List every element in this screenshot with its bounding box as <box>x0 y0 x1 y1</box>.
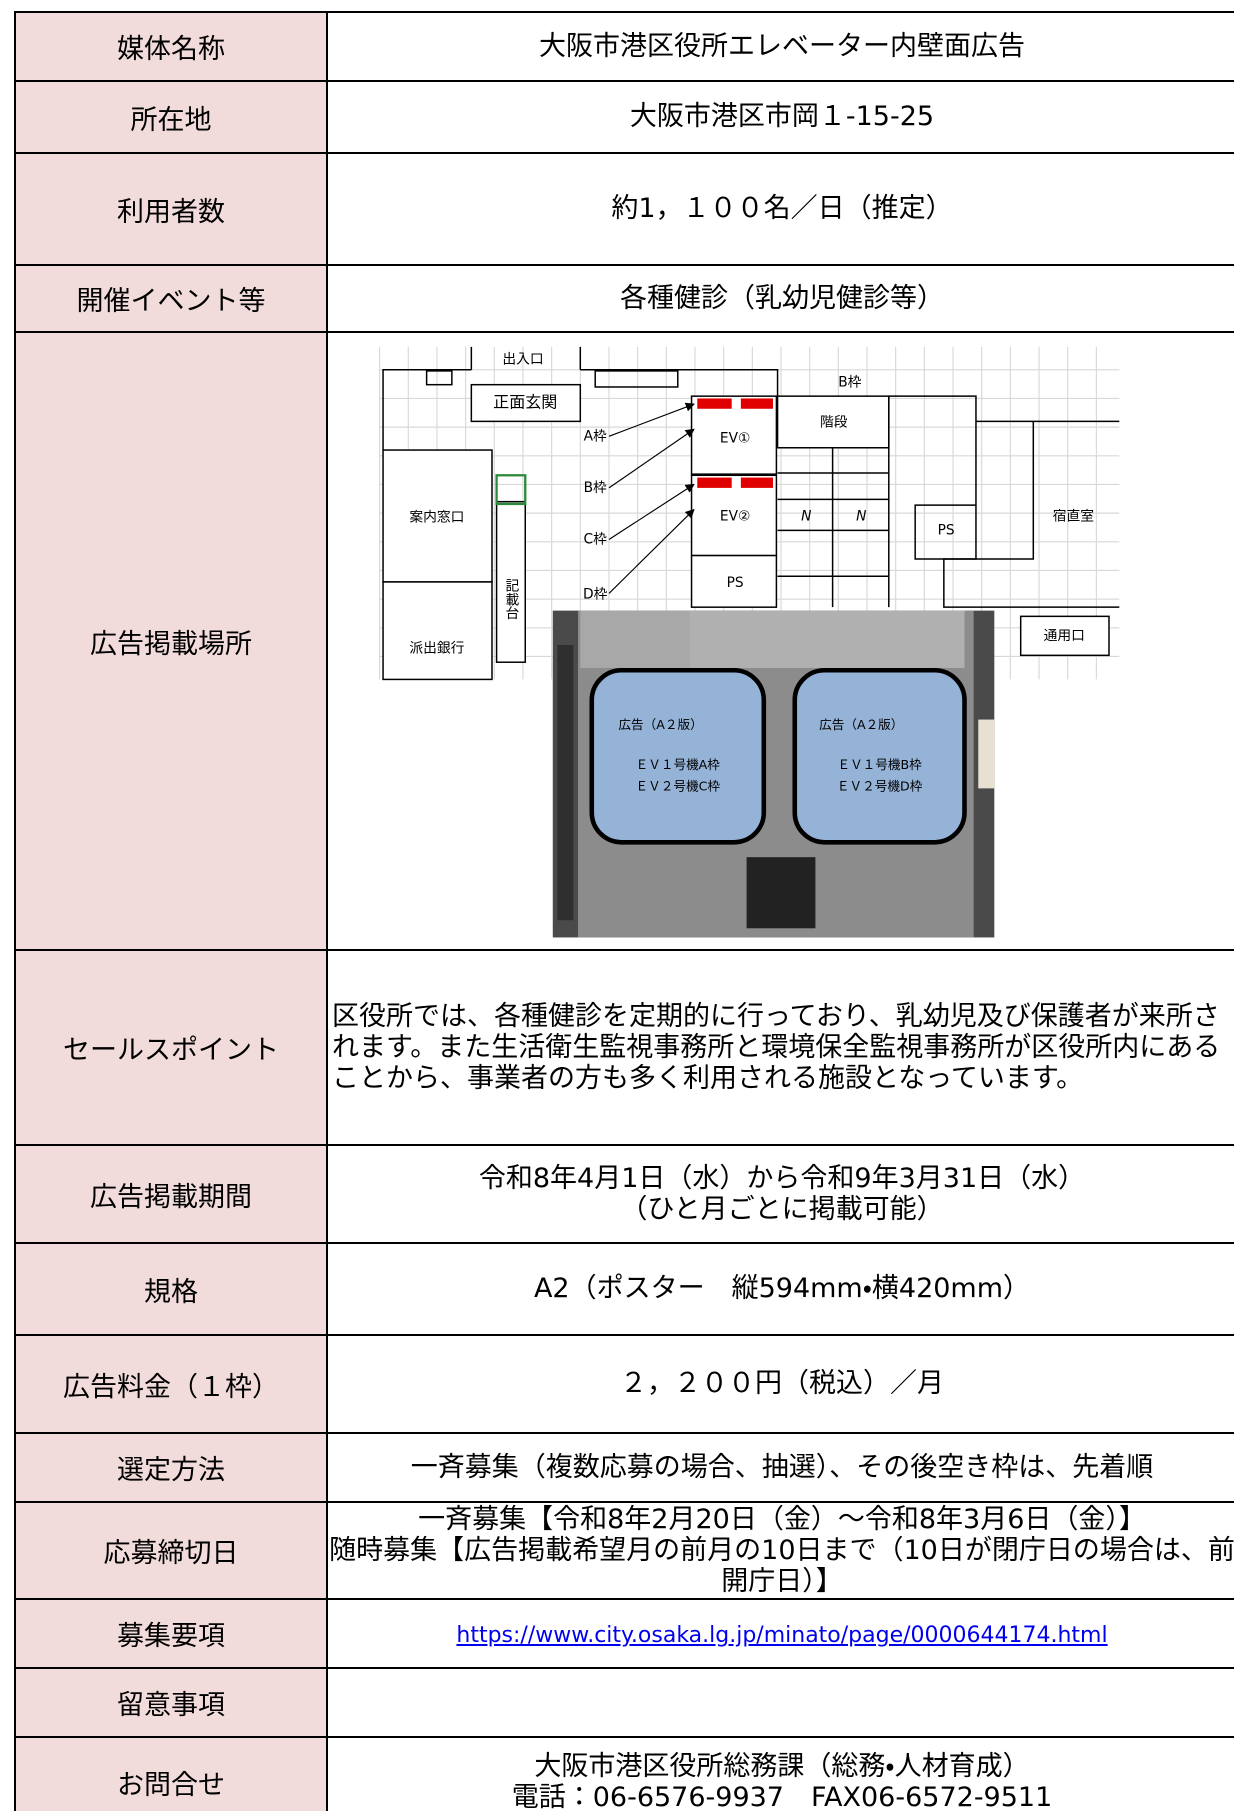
row-value: https://www.city.osaka.lg.jp/minato/page… <box>326 1598 1234 1669</box>
row-value: 一斉募集【令和8年2月20日（金）～令和8年3月6日（金）】 随時募集【広告掲載希… <box>326 1501 1234 1600</box>
poster-line: ＥＶ１号機A枠 <box>636 757 721 772</box>
row-value: 出入口 正面玄関 B枠 階段 A枠 EV① B枠 C枠 EV② N N PS P… <box>326 331 1234 951</box>
row-label: 広告掲載場所 <box>14 331 328 951</box>
info-table: 媒体名称 大阪市港区役所エレベーター内壁面広告所在地 大阪市港区市岡１-15-25 利… <box>14 11 1234 1811</box>
diagram-label: 宿直室 <box>1053 509 1094 525</box>
diagram-label: 通用口 <box>1044 628 1085 644</box>
diagram-label: 正面玄関 <box>493 393 557 412</box>
row-value: 大阪市港区市岡１-15-25 <box>326 80 1234 154</box>
row-value: ２，２００円（税込）／月 <box>326 1334 1234 1434</box>
value-text: A2（ポスター 縦594mm・横420mm） <box>533 1273 1031 1305</box>
poster-line: ＥＶ２号機D枠 <box>837 779 923 794</box>
poster-title: 広告（A２版） <box>819 717 903 732</box>
value-line: 電話：06-6576-9937 FAX06-6572-9511 <box>511 1782 1053 1811</box>
row-label: 留意事項 <box>14 1667 328 1738</box>
row-value: 大阪市港区役所エレベーター内壁面広告 <box>326 11 1234 82</box>
poster-line: ＥＶ２号機C枠 <box>636 779 721 794</box>
diagram-label: PS <box>727 575 744 591</box>
table-row: 応募締切日 一斉募集【令和8年2月20日（金）～令和8年3月6日（金）】 随時募集【… <box>14 1501 1234 1600</box>
diagram-label: B枠 <box>584 480 607 496</box>
row-label: 媒体名称 <box>14 11 328 82</box>
row-value <box>326 1667 1234 1738</box>
value-text: 大阪市港区役所エレベーター内壁面広告 <box>539 30 1025 62</box>
value-text: 大阪市港区市岡１-15-25 <box>629 101 935 133</box>
row-label: 規格 <box>14 1242 328 1336</box>
table-row: 募集要項 https://www.city.osaka.lg.jp/minato/… <box>14 1598 1234 1669</box>
diagram-label: C枠 <box>584 532 608 548</box>
table-row: 開催イベント等 各種健診（乳幼児健診等） <box>14 264 1234 333</box>
table-row: 規格 A2（ポスター 縦594mm・横420mm） <box>14 1242 1234 1336</box>
row-label: お問合せ <box>14 1736 328 1811</box>
table-row: お問合せ 大阪市港区役所総務課（総務・人材育成） 電話：06-6576-9937 F… <box>14 1736 1234 1811</box>
row-value: 約1，１００名／日（推定） <box>326 152 1234 266</box>
diagram-label: EV② <box>720 509 750 525</box>
value-line: （ひと月ごとに掲載可能） <box>620 1194 944 1225</box>
table-row: 広告掲載場所 出入口 正面玄関 B枠 階段 A枠 EV① B枠 C枠 EV② N… <box>14 331 1234 951</box>
table-row: 留意事項 <box>14 1667 1234 1738</box>
value-text: 区役所では、各種健診を定期的に行っており、乳幼児及び保護者が来所されます。また生… <box>332 1000 1221 1095</box>
row-value: 区役所では、各種健診を定期的に行っており、乳幼児及び保護者が来所されます。また生… <box>326 949 1234 1146</box>
row-label: セールスポイント <box>14 949 328 1146</box>
row-value: 大阪市港区役所総務課（総務・人材育成） 電話：06-6576-9937 FAX06… <box>326 1736 1234 1811</box>
diagram-label: B枠 <box>838 374 861 390</box>
row-label: 開催イベント等 <box>14 264 328 333</box>
diagram-label: PS <box>938 522 955 538</box>
table-row: 広告掲載期間 令和8年4月1日（水）から令和9年3月31日（水） （ひと月ごとに掲載… <box>14 1144 1234 1244</box>
table-row: 所在地 大阪市港区市岡１-15-25 <box>14 80 1234 154</box>
row-label: 所在地 <box>14 80 328 154</box>
table-row: 媒体名称 大阪市港区役所エレベーター内壁面広告 <box>14 11 1234 82</box>
value-text: 一斉募集（複数応募の場合、抽選）、その後空き枠は、先着順 <box>410 1451 1154 1483</box>
walls <box>382 346 1120 681</box>
elevator-photo: 広告（A２版） ＥＶ１号機A枠 ＥＶ２号機C枠 広告（A２版） ＥＶ１号機B枠 … <box>552 610 995 938</box>
row-value: A2（ポスター 縦594mm・横420mm） <box>326 1242 1234 1336</box>
row-label: 広告料金（１枠） <box>14 1334 328 1434</box>
diagram-label: 階段 <box>820 415 848 431</box>
row-label: 選定方法 <box>14 1432 328 1503</box>
value-text: ２，２００円（税込）／月 <box>620 1368 944 1400</box>
row-label: 募集要項 <box>14 1598 328 1669</box>
diagram-label: 派出銀行 <box>409 640 464 656</box>
value-line: 一斉募集【令和8年2月20日（金）～令和8年3月6日（金）】 <box>418 1503 1146 1535</box>
row-value: 各種健診（乳幼児健診等） <box>326 264 1234 333</box>
link[interactable]: https://www.city.osaka.lg.jp/minato/page… <box>456 1622 1108 1648</box>
diagram-label: 記載台 <box>502 578 519 620</box>
table-row: 選定方法 一斉募集（複数応募の場合、抽選）、その後空き枠は、先着順 <box>14 1432 1234 1503</box>
poster-line: ＥＶ１号機B枠 <box>837 757 922 772</box>
arrows <box>608 402 695 594</box>
diagram-label: D枠 <box>583 587 608 603</box>
table-row: 利用者数 約1，１００名／日（推定） <box>14 152 1234 266</box>
row-value: 一斉募集（複数応募の場合、抽選）、その後空き枠は、先着順 <box>326 1432 1234 1503</box>
diagram-label: A枠 <box>584 428 607 444</box>
diagram-label: EV① <box>720 431 750 447</box>
table-row: セールスポイント 区役所では、各種健診を定期的に行っており、乳幼児及び保護者が来所… <box>14 949 1234 1146</box>
row-value: 令和8年4月1日（水）から令和9年3月31日（水） （ひと月ごとに掲載可能） <box>326 1144 1234 1244</box>
diagram-label: 案内窓口 <box>409 510 464 526</box>
diagram-label: N <box>856 509 866 525</box>
value-text: 各種健診（乳幼児健診等） <box>620 282 944 314</box>
table-row: 広告料金（１枠） ２，２００円（税込）／月 <box>14 1334 1234 1434</box>
value-text: 約1，１００名／日（推定） <box>611 193 953 225</box>
value-line: 随時募集【広告掲載希望月の前月の10日まで（10日が閉庁日の場合は、前開庁日）】 <box>329 1534 1234 1598</box>
row-label: 応募締切日 <box>14 1501 328 1600</box>
diagram-label: 出入口 <box>502 351 543 367</box>
row-label: 利用者数 <box>14 152 328 266</box>
diagram-label: N <box>801 509 811 525</box>
location-diagram: 出入口 正面玄関 B枠 階段 A枠 EV① B枠 C枠 EV② N N PS P… <box>379 346 1120 938</box>
value-line: 大阪市港区役所総務課（総務・人材育成） <box>534 1750 1030 1782</box>
value-line: 令和8年4月1日（水）から令和9年3月31日（水） <box>478 1162 1086 1194</box>
row-label: 広告掲載期間 <box>14 1144 328 1244</box>
poster-title: 広告（A２版） <box>618 717 702 732</box>
ad-frames <box>697 398 773 488</box>
table-wrap: 媒体名称 大阪市港区役所エレベーター内壁面広告所在地 大阪市港区市岡１-15-25 利… <box>14 11 1234 1811</box>
